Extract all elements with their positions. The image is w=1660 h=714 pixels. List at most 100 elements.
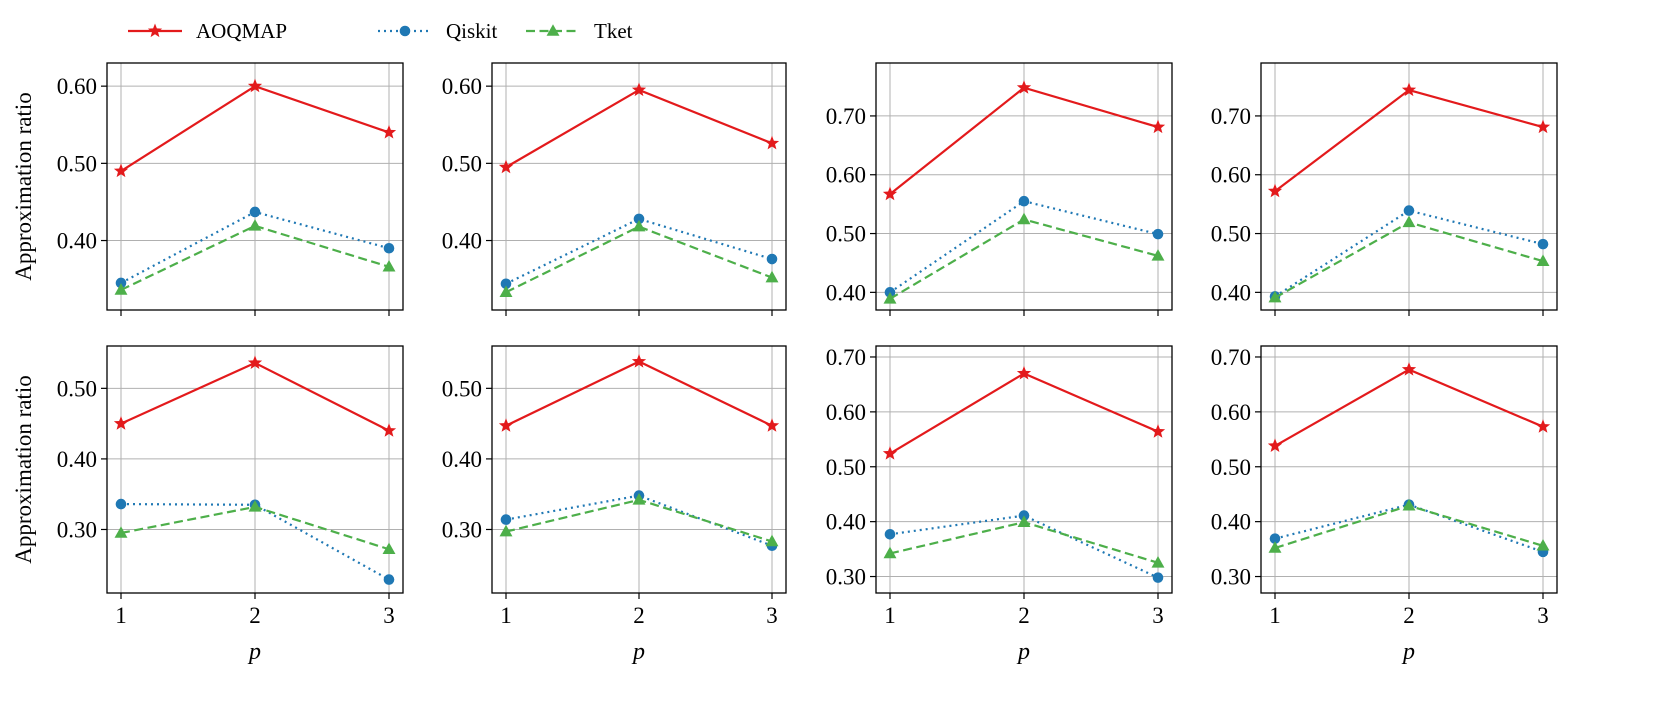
gridlines	[1261, 346, 1557, 593]
subplot-1-2: 0.40 0.50 0.60	[442, 62, 787, 316]
legend-item-qiskit: Qiskit	[378, 19, 498, 43]
y-tick-label: 0.50	[57, 151, 97, 176]
subplot-1-1: 0.40 0.50 0.60 Approximation ratio	[11, 62, 404, 316]
y-tick-label: 0.70	[826, 345, 866, 370]
y-tick-label: 0.70	[1211, 104, 1251, 129]
data-point	[499, 285, 513, 298]
data-point	[1151, 249, 1165, 261]
data-point	[1535, 119, 1551, 134]
series-aoqmap	[882, 80, 1166, 201]
data-point	[382, 259, 396, 272]
data-point	[633, 213, 645, 225]
series-aoqmap	[498, 82, 780, 174]
data-point	[500, 278, 512, 290]
data-point	[1269, 533, 1281, 544]
gridlines	[1261, 63, 1557, 310]
x-tick-label: 3	[1537, 603, 1549, 628]
legend-item-tket: Tket	[526, 19, 633, 43]
data-point	[631, 82, 647, 97]
x-tick-label: 2	[249, 603, 261, 628]
data-point	[247, 355, 263, 369]
y-tick-label: 0.40	[442, 447, 482, 472]
data-point	[1152, 228, 1164, 240]
y-axis-label: Approximation ratio	[11, 375, 36, 563]
y-tick-label: 0.50	[57, 376, 97, 401]
data-point	[1017, 212, 1031, 225]
subplot-1-3: 0.40 0.50 0.60 0.70	[826, 62, 1173, 316]
legend-label: Qiskit	[446, 19, 498, 43]
y-tick-label: 0.40	[442, 229, 482, 254]
legend-label: AOQMAP	[196, 19, 287, 43]
series-line	[505, 217, 773, 285]
series-aoqmap	[882, 365, 1166, 460]
y-tick-label: 0.30	[1211, 565, 1251, 590]
data-point	[113, 416, 129, 430]
gridlines	[492, 63, 786, 310]
x-tick-label: 1	[500, 603, 512, 628]
data-point	[1018, 195, 1030, 207]
x-tick-label: 1	[884, 603, 896, 628]
y-tick-label: 0.30	[826, 565, 866, 590]
series-aoqmap	[1267, 362, 1551, 452]
data-point	[1152, 572, 1164, 583]
y-tick-label: 0.30	[57, 517, 97, 542]
data-point	[381, 124, 397, 139]
data-point	[1535, 419, 1551, 433]
data-point	[248, 219, 262, 231]
x-tick-label: 3	[383, 603, 395, 628]
data-point	[631, 354, 647, 368]
series-qiskit	[115, 206, 395, 289]
data-point	[765, 270, 779, 283]
y-tick-label: 0.40	[826, 510, 866, 535]
data-point	[883, 292, 897, 304]
legend-marker	[147, 23, 163, 38]
gridlines	[876, 346, 1172, 593]
data-point	[1268, 290, 1282, 303]
data-point	[115, 277, 127, 289]
gridlines	[107, 63, 403, 310]
data-point	[114, 283, 128, 295]
data-point	[884, 528, 896, 540]
data-point	[1402, 215, 1416, 228]
series-tket	[1268, 215, 1550, 303]
data-point	[883, 546, 897, 559]
x-tick-label: 2	[1403, 603, 1415, 628]
y-tick-label: 0.60	[1211, 400, 1251, 425]
data-point	[500, 514, 512, 525]
data-point	[766, 253, 778, 265]
legend-marker	[546, 24, 560, 36]
x-axis-label: p	[247, 639, 261, 665]
data-point	[1016, 80, 1032, 94]
x-tick-label: 3	[1152, 603, 1164, 628]
data-point	[1267, 438, 1283, 452]
data-point	[632, 493, 646, 505]
data-point	[764, 418, 780, 432]
data-point	[249, 206, 261, 218]
data-point	[1536, 254, 1550, 266]
x-tick-label: 1	[115, 603, 127, 628]
data-point	[1017, 515, 1031, 527]
data-point	[632, 219, 646, 232]
data-point	[1150, 424, 1166, 438]
y-tick-label: 0.70	[826, 104, 866, 129]
data-point	[499, 524, 513, 537]
series-tket	[114, 219, 396, 295]
data-point	[1401, 362, 1417, 376]
data-point	[383, 574, 395, 585]
series-aoqmap	[113, 78, 397, 178]
y-tick-label: 0.60	[57, 74, 97, 99]
subplot-2-2: 1 2 3 0.30 0.40 0.50 p	[442, 345, 787, 665]
y-tick-label: 0.50	[826, 222, 866, 247]
series-tket	[1268, 498, 1550, 553]
y-tick-label: 0.40	[1211, 510, 1251, 535]
legend: AOQMAP Qiskit Tket	[128, 19, 633, 43]
y-tick-label: 0.50	[826, 455, 866, 480]
data-point	[1537, 238, 1549, 250]
y-tick-label: 0.60	[1211, 163, 1251, 188]
x-axis-label: p	[631, 639, 645, 665]
data-point	[882, 446, 898, 460]
data-point	[382, 542, 396, 555]
gridlines	[492, 346, 786, 593]
legend-item-aoqmap: AOQMAP	[128, 19, 287, 43]
